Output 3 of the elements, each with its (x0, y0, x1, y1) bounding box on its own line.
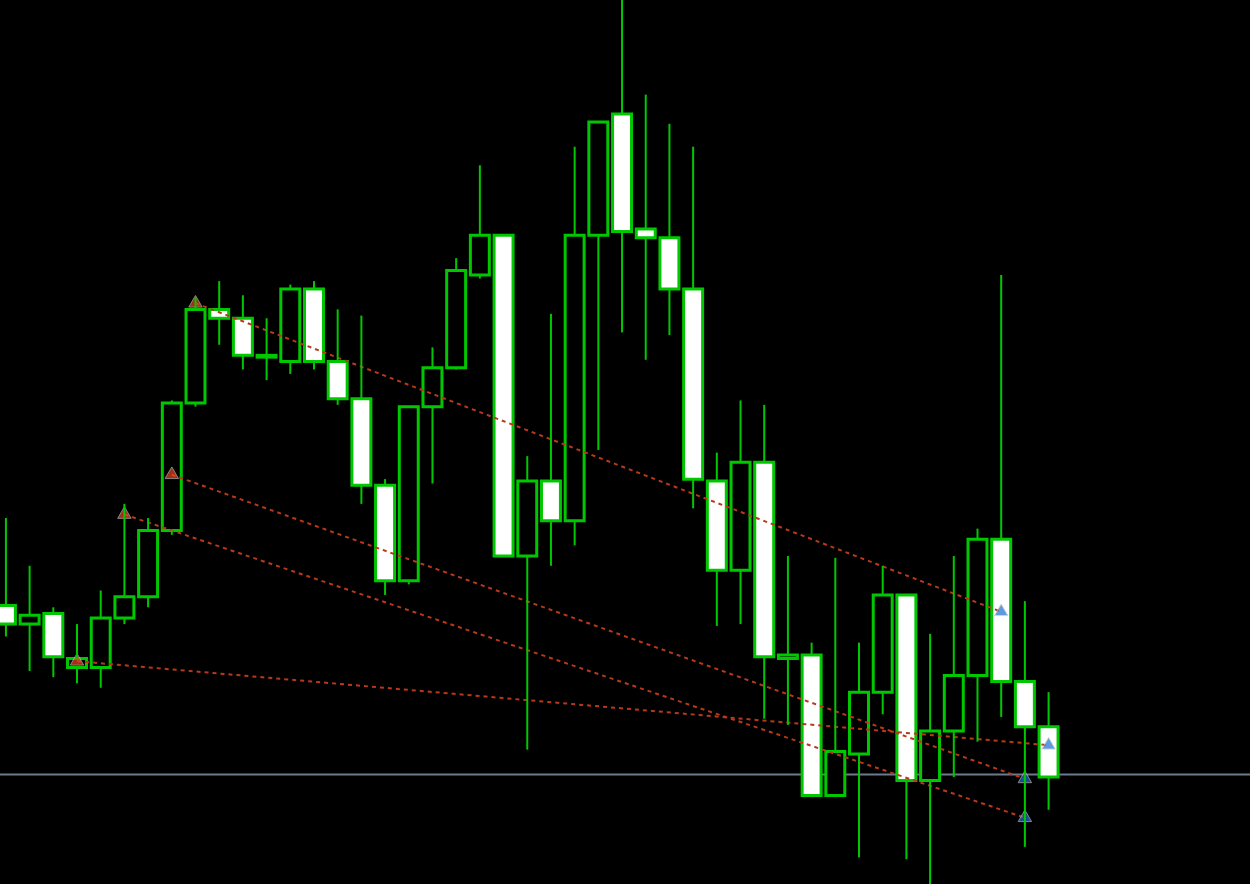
point (164, 466, 180, 480)
point (993, 603, 1009, 617)
point (1041, 736, 1056, 750)
